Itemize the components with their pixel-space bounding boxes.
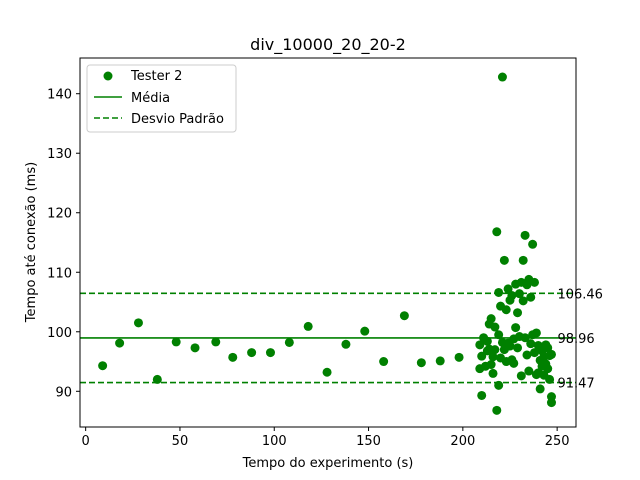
data-point bbox=[505, 341, 515, 351]
data-point bbox=[543, 364, 553, 374]
data-point bbox=[546, 349, 556, 359]
data-point bbox=[530, 348, 540, 358]
data-point bbox=[522, 350, 532, 360]
legend-label-stddev: Desvio Padrão bbox=[131, 112, 224, 127]
data-point bbox=[488, 352, 498, 362]
data-point bbox=[535, 384, 545, 394]
data-point bbox=[526, 292, 536, 302]
ref-label-upper: 106.46 bbox=[557, 287, 603, 302]
x-tick-label: 50 bbox=[172, 434, 189, 449]
x-tick-label: 150 bbox=[356, 434, 381, 449]
data-point bbox=[477, 390, 487, 400]
y-tick-label: 120 bbox=[47, 207, 72, 222]
x-tick-label: 200 bbox=[450, 434, 475, 449]
data-point bbox=[228, 352, 238, 362]
data-point bbox=[98, 361, 108, 371]
data-point bbox=[341, 339, 351, 349]
x-axis-label: Tempo do experimento (s) bbox=[242, 456, 414, 471]
data-point bbox=[115, 338, 125, 348]
y-tick-label: 90 bbox=[55, 385, 72, 400]
legend: Tester 2 Média Desvio Padrão bbox=[86, 64, 237, 133]
data-point bbox=[518, 255, 528, 265]
data-point bbox=[475, 340, 485, 350]
data-point bbox=[284, 337, 294, 347]
legend-box bbox=[86, 64, 237, 133]
legend-label-mean: Média bbox=[131, 91, 170, 106]
data-point bbox=[379, 357, 389, 367]
data-point bbox=[247, 348, 257, 358]
data-point bbox=[503, 284, 513, 294]
data-point bbox=[492, 405, 502, 415]
data-point bbox=[511, 323, 521, 333]
legend-marker-tester bbox=[103, 71, 113, 81]
data-point bbox=[528, 239, 538, 249]
data-point bbox=[518, 296, 528, 306]
data-point bbox=[265, 348, 275, 358]
data-point bbox=[211, 337, 221, 347]
data-point bbox=[514, 289, 524, 299]
data-point bbox=[490, 322, 500, 332]
data-point bbox=[520, 230, 530, 240]
data-point bbox=[494, 330, 504, 340]
data-point bbox=[322, 367, 332, 377]
data-point bbox=[490, 345, 500, 355]
y-axis-ticks: 90 100 110 120 130 140 bbox=[47, 88, 80, 400]
data-point bbox=[516, 371, 526, 381]
data-point bbox=[416, 358, 426, 368]
data-point bbox=[152, 374, 162, 384]
x-tick-label: 250 bbox=[545, 434, 570, 449]
data-point bbox=[486, 314, 496, 324]
data-point bbox=[497, 72, 507, 82]
data-point bbox=[524, 366, 534, 376]
data-point bbox=[530, 277, 540, 287]
y-tick-label: 100 bbox=[47, 326, 72, 341]
data-point bbox=[520, 333, 530, 343]
data-point bbox=[543, 343, 553, 353]
plot-area-frame bbox=[79, 57, 577, 428]
y-tick-label: 140 bbox=[47, 88, 72, 103]
data-point bbox=[526, 339, 536, 349]
data-point bbox=[488, 368, 498, 378]
x-tick-label: 0 bbox=[82, 434, 90, 449]
data-point bbox=[494, 380, 504, 390]
data-point bbox=[545, 374, 555, 384]
data-point bbox=[531, 328, 541, 338]
data-point bbox=[171, 337, 181, 347]
data-point bbox=[190, 343, 200, 353]
data-point bbox=[509, 358, 519, 368]
data-point bbox=[494, 287, 504, 297]
data-point bbox=[482, 336, 492, 346]
chart-title: div_10000_20_20-2 bbox=[250, 35, 406, 55]
data-point bbox=[546, 398, 556, 408]
data-point bbox=[454, 352, 464, 362]
y-tick-label: 130 bbox=[47, 147, 72, 162]
data-point bbox=[507, 290, 517, 300]
data-point bbox=[501, 305, 511, 315]
data-point bbox=[513, 343, 523, 353]
data-point bbox=[303, 321, 313, 331]
data-point bbox=[513, 308, 523, 318]
y-tick-label: 110 bbox=[47, 266, 72, 281]
x-axis-ticks: 0 50 100 150 200 250 bbox=[82, 427, 570, 449]
x-tick-label: 100 bbox=[262, 434, 287, 449]
data-point bbox=[435, 356, 445, 366]
data-point bbox=[399, 311, 409, 321]
data-point bbox=[133, 318, 143, 328]
legend-label-tester: Tester 2 bbox=[130, 69, 182, 84]
data-points bbox=[98, 72, 556, 415]
data-point bbox=[499, 255, 509, 265]
y-axis-label: Tempo até conexão (ms) bbox=[24, 162, 39, 323]
data-point bbox=[492, 227, 502, 237]
data-point bbox=[486, 360, 496, 370]
data-point bbox=[360, 326, 370, 336]
data-point bbox=[477, 351, 487, 361]
